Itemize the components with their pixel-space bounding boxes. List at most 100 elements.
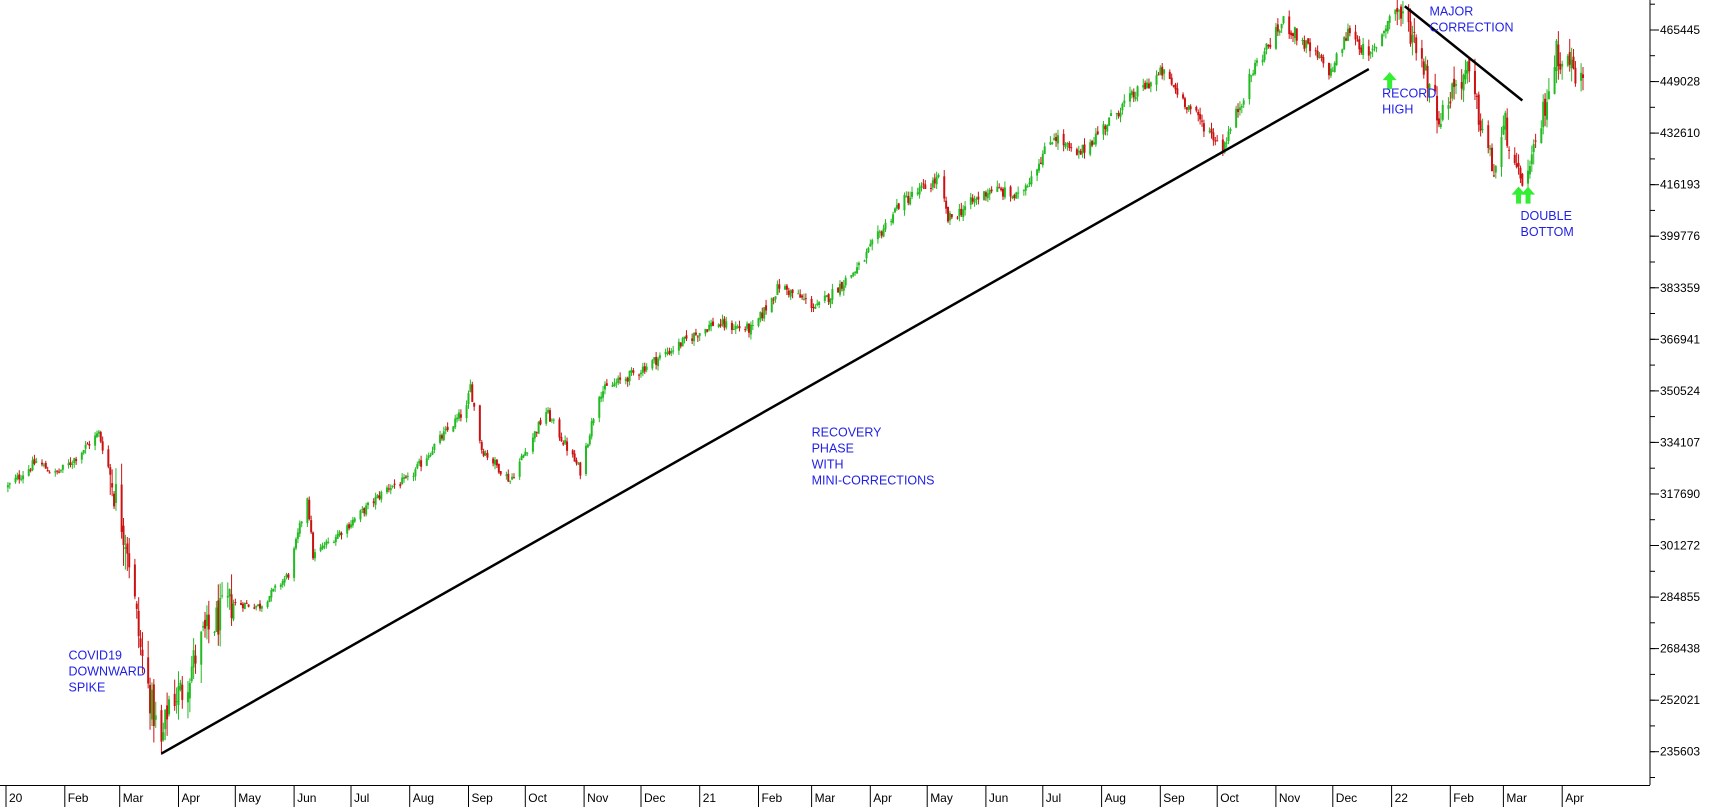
candle-body: [717, 324, 720, 327]
candle-body: [440, 435, 443, 439]
candle-body: [16, 475, 19, 480]
candle-body: [323, 546, 326, 548]
candle-body: [27, 469, 30, 476]
candle-body: [638, 374, 641, 376]
candle-body: [1056, 135, 1059, 144]
candle-body: [725, 321, 728, 328]
candle-body: [338, 531, 341, 536]
candle-body: [393, 483, 396, 485]
candle-body: [190, 666, 193, 682]
candle-body: [1146, 82, 1149, 88]
candle-body: [797, 293, 800, 295]
candle-body: [611, 385, 614, 387]
candle-body: [473, 402, 476, 407]
candle-body: [427, 455, 430, 458]
candle-body: [1375, 47, 1378, 49]
candle-body: [829, 298, 832, 304]
candle-body: [111, 483, 114, 488]
candle-body: [880, 231, 883, 236]
candle-body: [1545, 102, 1548, 120]
candle-body: [1413, 31, 1416, 33]
candle-body: [283, 578, 286, 583]
candle-body: [313, 552, 316, 559]
candle-body: [1570, 59, 1573, 69]
candle-body: [579, 462, 582, 476]
annotation-text: DOUBLE: [1521, 209, 1572, 223]
candle-body: [1527, 170, 1530, 184]
x-tick-label: Sep: [472, 791, 494, 805]
x-tick-label: Oct: [1220, 791, 1239, 805]
candle-body: [643, 366, 646, 372]
candle-body: [431, 451, 434, 455]
candle-body: [818, 302, 821, 305]
candle-body: [1002, 188, 1004, 197]
candle-body: [816, 303, 819, 305]
candle-body: [232, 603, 235, 620]
candle-body: [387, 488, 390, 490]
candle-body: [929, 188, 932, 190]
candle-body: [458, 412, 461, 419]
x-tick-label: Aug: [413, 791, 434, 805]
up-arrow-icon: [1382, 72, 1397, 90]
candle-body: [823, 295, 826, 301]
candle-body: [480, 442, 483, 451]
candle-body: [365, 505, 368, 515]
candle-body: [1104, 126, 1107, 130]
candle-body: [774, 296, 777, 300]
candle-body: [1346, 28, 1349, 41]
candle-body: [1568, 51, 1571, 65]
candle-body: [1051, 142, 1054, 144]
candle-body: [884, 222, 887, 230]
candle-body: [8, 483, 11, 485]
candle-body: [247, 604, 250, 607]
candle-body: [416, 464, 419, 469]
candle-body: [439, 434, 442, 443]
candle-body: [956, 217, 959, 219]
candle-body: [1320, 55, 1323, 58]
candle-body: [1547, 91, 1550, 100]
candle-body: [645, 366, 648, 370]
candle-body: [1132, 91, 1135, 98]
candle-body: [531, 437, 534, 452]
candle-body: [964, 206, 967, 211]
candle-body: [295, 539, 297, 549]
x-tick-label: Feb: [762, 791, 783, 805]
candle-body: [361, 508, 364, 510]
candle-body: [308, 500, 311, 520]
candle-body: [253, 607, 256, 609]
candle-body: [511, 476, 514, 480]
candle-body: [1309, 42, 1312, 52]
candle-body: [1174, 84, 1177, 90]
candle-body: [319, 547, 322, 551]
candle-body: [736, 326, 739, 328]
candle-body: [1491, 147, 1494, 172]
y-tick-label: 268438: [1660, 642, 1700, 656]
candle-body: [560, 436, 563, 441]
annotation-text: CORRECTION: [1430, 21, 1514, 35]
candle-body: [325, 541, 328, 546]
candle-body: [854, 271, 857, 273]
candle-body: [863, 260, 866, 262]
candle-body: [907, 195, 910, 203]
candle-body: [168, 699, 171, 715]
candle-body: [44, 463, 47, 469]
candle-body: [135, 603, 138, 609]
candle-body: [962, 209, 965, 218]
candle-body: [179, 682, 182, 690]
up-arrow-icon: [1521, 186, 1536, 204]
candle-body: [799, 294, 802, 298]
candle-body: [418, 460, 421, 464]
candle-body: [1108, 117, 1111, 126]
candle-body: [175, 701, 178, 703]
candle-body: [484, 453, 487, 456]
candle-body: [465, 405, 468, 419]
candle-body: [535, 432, 538, 434]
candle-body: [878, 231, 881, 233]
candle-body: [1409, 21, 1412, 44]
candle-body: [401, 477, 404, 485]
candle-body: [221, 595, 224, 597]
annotation-text: RECOVERY: [812, 426, 883, 440]
candle-body: [274, 585, 277, 588]
candle-body: [1502, 125, 1505, 135]
candle-body: [97, 431, 100, 434]
